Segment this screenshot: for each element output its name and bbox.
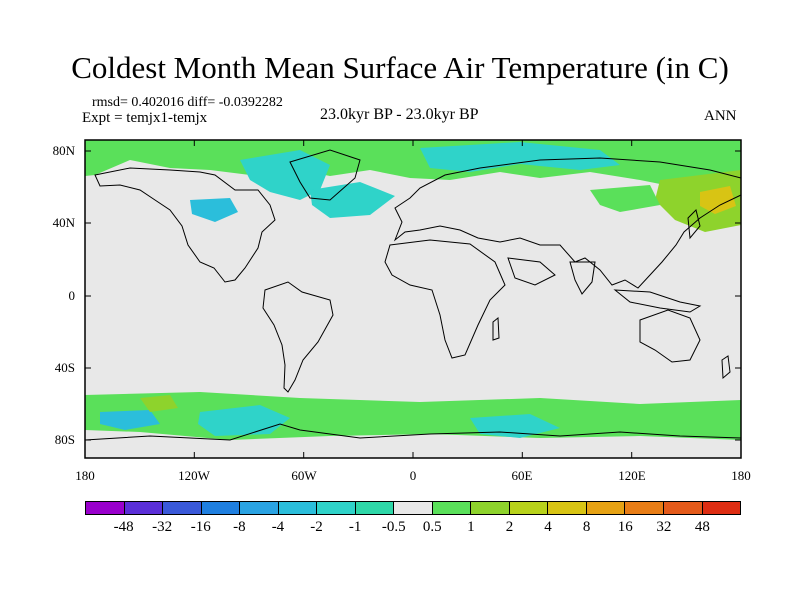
colorbar-swatch	[586, 502, 626, 514]
colorbar-label: -0.5	[381, 519, 406, 535]
coast-japan	[687, 209, 701, 240]
lon-label-60e: 60E	[511, 468, 533, 483]
colorbar-swatch	[355, 502, 395, 514]
colorbar-label: 0.5	[422, 519, 442, 535]
coast-greenland	[289, 149, 361, 201]
experiment-label: Expt = temjx1-temjx	[82, 110, 208, 126]
colorbar-label: 2	[505, 519, 514, 535]
colorbar-label: 1	[467, 519, 475, 535]
anomaly-south-pacific-warm	[140, 395, 178, 412]
stats-label: rmsd= 0.402016 diff= -0.0392282	[92, 95, 283, 110]
colorbar-swatch	[625, 502, 664, 514]
map-title: Coldest Month Mean Surface Air Temperatu…	[71, 50, 729, 85]
colorbar-swatch	[663, 502, 703, 514]
colorbar-swatch	[702, 502, 741, 514]
colorbar-swatch	[317, 502, 356, 514]
colorbar-label: -16	[190, 519, 211, 535]
colorbar	[85, 501, 741, 515]
lon-label-0: 0	[409, 468, 417, 483]
colorbar-swatch	[432, 502, 472, 514]
coast-new-zealand	[721, 355, 731, 380]
lon-label-120w: 120W	[178, 468, 210, 483]
lat-label-40s: 40S	[54, 360, 75, 375]
lon-tick-marks	[84, 140, 742, 458]
coast-madagascar	[492, 316, 500, 341]
coast-australia	[639, 309, 701, 363]
colorbar-label: 8	[582, 519, 591, 535]
coast-europe-asia	[393, 157, 742, 289]
coast-south-america	[262, 281, 334, 393]
anomaly-greenland-teal	[240, 150, 330, 200]
anomaly-nw-pacific	[655, 170, 741, 232]
colorbar-label: -32	[152, 519, 173, 535]
colorbar-label: 48	[694, 519, 710, 535]
map-frame	[84, 139, 742, 459]
anomaly-asia-green	[590, 185, 660, 212]
colorbar-swatch	[201, 502, 241, 514]
coast-antarctica	[84, 423, 742, 441]
anomaly-southern-teal-3	[100, 410, 160, 430]
colorbar-label: -4	[271, 519, 285, 535]
colorbar-label: -8	[233, 519, 246, 535]
anomaly-arctic-teal	[420, 142, 620, 172]
season-label: ANN	[704, 108, 737, 124]
coast-southeast-asia	[613, 289, 702, 313]
lat-label-80s: 80S	[54, 432, 75, 447]
colorbar-label: -1	[348, 519, 362, 535]
anomaly-nw-pacific-warm	[700, 186, 736, 214]
colorbar-label: 32	[656, 519, 672, 535]
anomaly-pacific-teal	[190, 198, 238, 222]
coast-india	[569, 261, 596, 295]
lon-label-120e: 120E	[618, 468, 646, 483]
period-label: 23.0kyr BP - 23.0kyr BP	[320, 106, 479, 123]
anomaly-atlantic-teal	[310, 182, 395, 218]
lon-label-180e: 180	[731, 468, 751, 483]
colorbar-label: -2	[310, 519, 323, 535]
lon-label-60w: 60W	[291, 468, 317, 483]
lat-label-0: 0	[68, 288, 76, 303]
colorbar-swatch	[548, 502, 587, 514]
colorbar-label: 4	[544, 519, 552, 535]
coast-north-america	[94, 167, 276, 283]
colorbar-swatch	[471, 502, 510, 514]
coast-arabia	[507, 257, 556, 286]
lat-label-40n: 40N	[52, 215, 75, 230]
lat-label-80n: 80N	[52, 143, 75, 158]
lon-label-180w: 180	[75, 468, 95, 483]
coastlines	[84, 149, 742, 441]
colorbar-swatch	[86, 502, 125, 514]
anomaly-shading	[85, 140, 741, 440]
colorbar-swatch	[509, 502, 549, 514]
colorbar-swatch	[124, 502, 164, 514]
colorbar-label: 16	[617, 519, 633, 535]
lat-tick-marks	[85, 150, 741, 441]
colorbar-label: -48	[113, 519, 134, 535]
coast-africa	[384, 239, 506, 359]
colorbar-swatch	[278, 502, 318, 514]
colorbar-swatch	[240, 502, 279, 514]
colorbar-swatch	[394, 502, 433, 514]
colorbar-swatch	[163, 502, 202, 514]
